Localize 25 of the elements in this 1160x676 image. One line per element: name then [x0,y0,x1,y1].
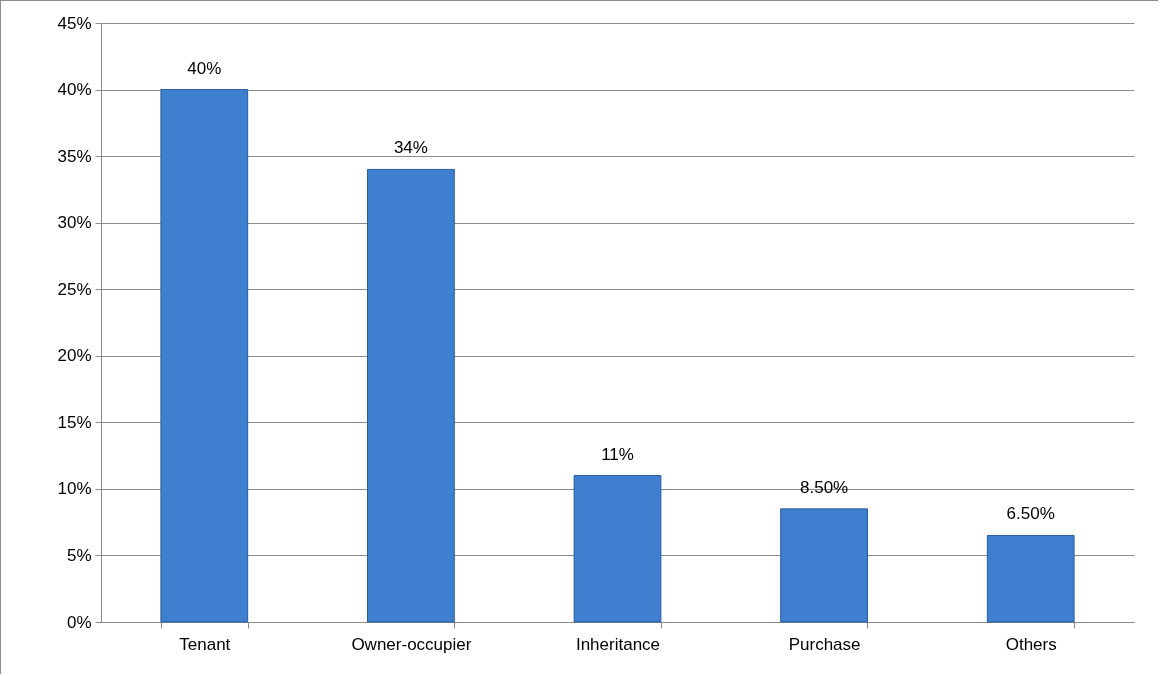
x-tick-label: Inheritance [575,634,661,654]
bar [160,89,249,623]
x-tick-label: Purchase [788,634,861,654]
data-label: 40% [187,58,222,78]
x-tick-label: Others [1005,634,1057,654]
data-label: 6.50% [1006,504,1055,524]
bar [573,475,662,623]
y-tick-label: 20% [57,346,92,366]
y-tick-label: 15% [57,412,92,432]
bar [367,168,455,623]
y-tick-label: 30% [57,213,92,233]
bar [780,508,868,623]
x-tick-label: Owner-occupier [351,634,472,654]
y-tick-label: 25% [57,279,92,299]
bar [986,534,1075,623]
y-tick-label: 10% [57,479,92,499]
data-label: 34% [393,138,428,158]
y-tick-label: 0% [66,612,92,632]
data-label: 11% [601,444,634,464]
y-tick-label: 45% [57,13,92,33]
y-tick-label: 5% [66,545,92,565]
data-label: 8.50% [800,477,849,497]
y-tick-label: 35% [57,146,92,166]
y-tick-label: 40% [57,80,92,100]
x-tick-label: Tenant [179,634,231,654]
